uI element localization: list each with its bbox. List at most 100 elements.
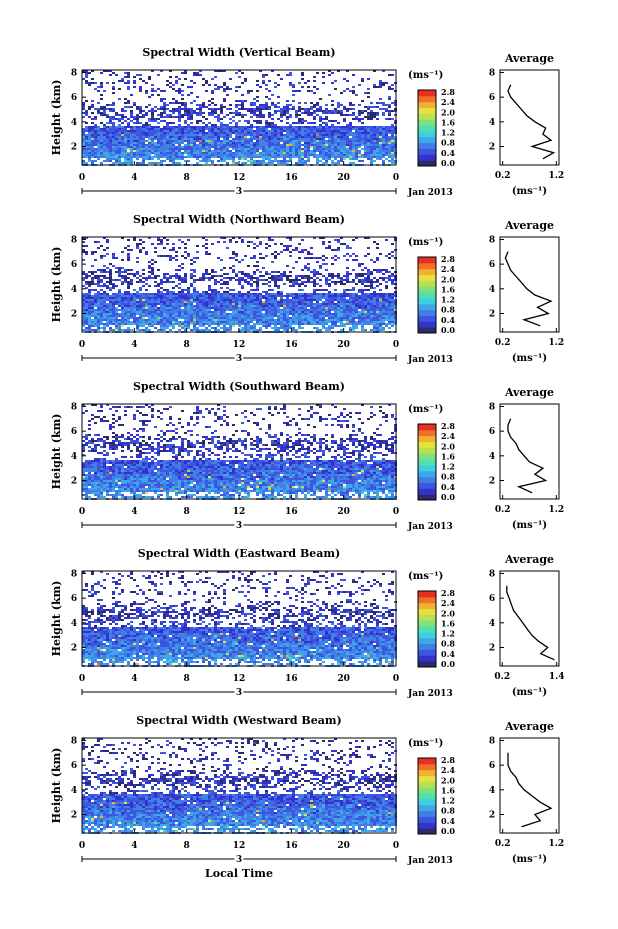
heatmap-cell: [202, 307, 205, 309]
heatmap-cell: [385, 152, 388, 154]
heatmap-cell: [364, 140, 367, 142]
heatmap-cell: [196, 112, 199, 114]
heatmap-cell: [130, 94, 133, 96]
heatmap-cell: [289, 150, 292, 152]
heatmap-cell: [91, 162, 94, 164]
heatmap-cell: [211, 132, 214, 134]
heatmap-cell: [154, 144, 157, 146]
heatmap-cell: [382, 160, 385, 162]
heatmap-cell: [142, 241, 145, 243]
heatmap-cell: [94, 160, 97, 162]
heatmap-cell: [337, 140, 340, 142]
heatmap-cell: [190, 259, 193, 261]
heatmap-cell: [172, 307, 175, 309]
heatmap-cell: [112, 309, 115, 311]
heatmap-cell: [328, 321, 331, 323]
heatmap-cell: [94, 136, 97, 138]
heatmap-cell: [115, 138, 118, 140]
heatmap-cell: [265, 158, 268, 160]
heatmap-cell: [343, 106, 346, 108]
heatmap-cell: [205, 148, 208, 150]
heatmap-cell: [85, 275, 88, 277]
heatmap-cell: [277, 307, 280, 309]
heatmap-cell: [289, 84, 292, 86]
heatmap-cell: [214, 84, 217, 86]
heatmap-cell: [97, 309, 100, 311]
heatmap-cell: [199, 319, 202, 321]
heatmap-cell: [115, 325, 118, 327]
heatmap-cell: [175, 323, 178, 325]
heatmap-cell: [292, 130, 295, 132]
heatmap-cell: [391, 132, 394, 134]
heatmap-cell: [196, 309, 199, 311]
heatmap-cell: [262, 315, 265, 317]
heatmap-cell: [277, 275, 280, 277]
heatmap-cell: [133, 319, 136, 321]
heatmap-cell: [106, 305, 109, 307]
heatmap-cell: [283, 150, 286, 152]
heatmap-cell: [277, 315, 280, 317]
heatmap-cell: [238, 142, 241, 144]
heatmap-cell: [139, 78, 142, 80]
heatmap-cell: [238, 295, 241, 297]
heatmap-cell: [274, 136, 277, 138]
heatmap-cell: [331, 319, 334, 321]
heatmap-cell: [214, 275, 217, 277]
heatmap-cell: [319, 152, 322, 154]
heatmap-cell: [124, 150, 127, 152]
heatmap-cell: [325, 136, 328, 138]
heatmap-cell: [286, 160, 289, 162]
heatmap-cell: [241, 317, 244, 319]
heatmap-cell: [274, 130, 277, 132]
heatmap-cell: [85, 76, 88, 78]
heatmap-cell: [250, 257, 253, 259]
heatmap-cell: [271, 315, 274, 317]
heatmap-cell: [331, 112, 334, 114]
heatmap-cell: [133, 273, 136, 275]
heatmap-cell: [178, 265, 181, 267]
heatmap-cell: [274, 142, 277, 144]
heatmap-cell: [298, 152, 301, 154]
heatmap-cell: [97, 148, 100, 150]
heatmap-cell: [316, 72, 319, 74]
heatmap-cell: [109, 271, 112, 273]
heatmap-cell: [289, 327, 292, 329]
heatmap-cell: [250, 150, 253, 152]
heatmap-cell: [118, 293, 121, 295]
heatmap-cell: [148, 126, 151, 128]
heatmap-cell: [259, 309, 262, 311]
heatmap-cell: [100, 319, 103, 321]
heatmap-cell: [247, 329, 250, 331]
heatmap-cell: [358, 150, 361, 152]
heatmap-cell: [241, 293, 244, 295]
heatmap-cell: [106, 277, 109, 279]
heatmap-cell: [217, 315, 220, 317]
heatmap-cell: [181, 299, 184, 301]
heatmap-cell: [139, 249, 142, 251]
heatmap-cell: [184, 152, 187, 154]
heatmap-cell: [373, 146, 376, 148]
heatmap-cell: [352, 108, 355, 110]
heatmap-cell: [337, 154, 340, 156]
heatmap-cell: [223, 154, 226, 156]
heatmap-cell: [253, 277, 256, 279]
heatmap-cell: [124, 271, 127, 273]
heatmap-cell: [262, 116, 265, 118]
heatmap-cell: [106, 126, 109, 128]
heatmap-cell: [193, 148, 196, 150]
heatmap-cell: [346, 128, 349, 130]
heatmap-cell: [298, 307, 301, 309]
heatmap-cell: [166, 84, 169, 86]
heatmap-cell: [139, 239, 142, 241]
heatmap-cell: [163, 156, 166, 158]
heatmap-cell: [103, 315, 106, 317]
heatmap-cell: [184, 323, 187, 325]
heatmap-cell: [241, 315, 244, 317]
heatmap-cell: [124, 128, 127, 130]
heatmap-cell: [253, 120, 256, 122]
heatmap-cell: [280, 309, 283, 311]
heatmap-cell: [256, 277, 259, 279]
heatmap-cell: [370, 116, 373, 118]
heatmap-cell: [382, 142, 385, 144]
heatmap-cell: [202, 84, 205, 86]
